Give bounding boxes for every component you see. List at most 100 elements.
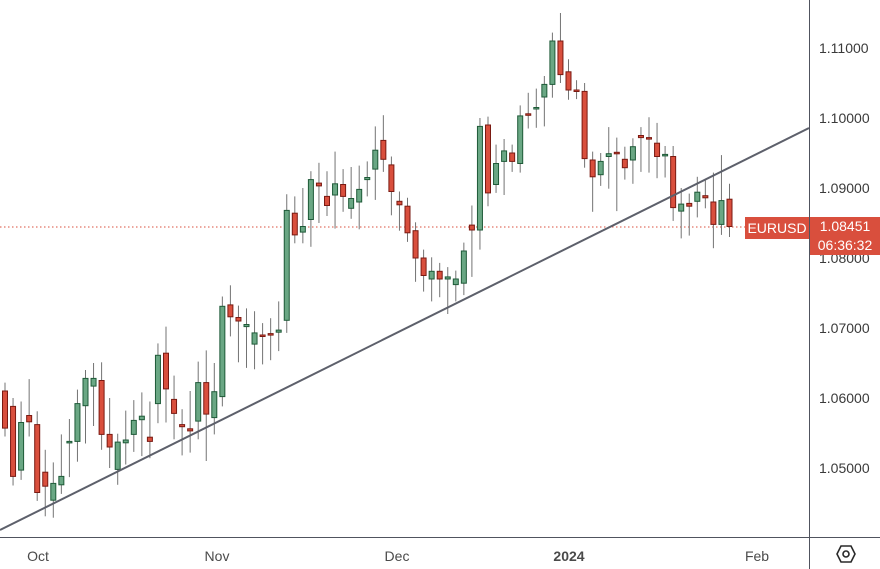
candle xyxy=(66,419,73,478)
candle xyxy=(476,118,483,250)
candle xyxy=(501,139,508,195)
candle xyxy=(380,115,387,172)
candle xyxy=(2,382,8,437)
candle xyxy=(348,167,355,219)
candle xyxy=(315,162,322,223)
candle xyxy=(82,370,89,444)
candle xyxy=(267,318,274,361)
candle xyxy=(203,350,210,461)
time-tick: Oct xyxy=(27,548,49,564)
candle xyxy=(307,171,314,247)
candle xyxy=(187,391,194,453)
chart-settings-button[interactable] xyxy=(809,537,880,569)
price-tick: 1.07000 xyxy=(819,320,870,336)
candle xyxy=(565,59,572,100)
price-tick: 1.10000 xyxy=(819,110,870,126)
candle xyxy=(10,398,17,486)
time-tick: Feb xyxy=(744,548,770,564)
last-price-value: 1.08451 xyxy=(819,218,871,234)
price-tick: 1.11000 xyxy=(819,40,869,56)
time-tick: 2024 xyxy=(553,548,585,564)
candle xyxy=(171,375,178,440)
candle xyxy=(332,151,339,229)
time-tick: Dec xyxy=(384,548,410,564)
candle xyxy=(557,13,564,83)
candle xyxy=(114,433,121,485)
candle xyxy=(718,155,725,235)
candle xyxy=(493,144,500,193)
candle xyxy=(702,179,709,209)
candlestick-plot[interactable] xyxy=(0,0,809,537)
candle xyxy=(364,161,371,197)
candle xyxy=(283,194,290,333)
candle xyxy=(420,249,427,292)
candle xyxy=(227,285,234,337)
candle xyxy=(533,88,540,128)
candle xyxy=(324,171,330,216)
settings-hexagon-icon xyxy=(835,544,856,563)
candle xyxy=(597,153,604,186)
candle xyxy=(444,267,451,314)
candle xyxy=(621,146,628,180)
price-tick: 1.06000 xyxy=(819,390,870,406)
candle xyxy=(259,323,266,365)
candle xyxy=(549,32,556,98)
candle xyxy=(468,205,475,277)
candle xyxy=(396,191,403,231)
candle xyxy=(589,151,596,212)
candle xyxy=(670,146,677,221)
candle xyxy=(235,305,242,363)
candle xyxy=(154,343,161,424)
candle xyxy=(388,156,395,216)
price-tick: 1.05000 xyxy=(819,460,870,476)
price-axis[interactable]: 1.11000 1.10000 1.09000 1.08000 1.07000 1.060… xyxy=(809,0,880,537)
price-tick: 1.09000 xyxy=(819,180,870,196)
candle xyxy=(573,80,580,100)
candle xyxy=(219,296,226,407)
candle xyxy=(509,144,516,172)
candle xyxy=(146,401,153,459)
candle xyxy=(122,410,129,465)
trendline[interactable] xyxy=(0,127,809,531)
candle xyxy=(525,92,532,129)
candle xyxy=(26,379,33,437)
bar-countdown: 06:36:32 xyxy=(817,237,873,253)
candle xyxy=(98,362,105,450)
candle xyxy=(340,169,347,212)
symbol-label: EURUSD xyxy=(745,217,809,239)
candle xyxy=(452,270,459,302)
candle xyxy=(460,242,467,296)
candle xyxy=(412,222,419,282)
candle xyxy=(243,308,250,368)
candle xyxy=(404,197,411,242)
time-tick: Nov xyxy=(204,548,230,564)
candle xyxy=(436,262,443,298)
candle xyxy=(299,188,306,244)
candle xyxy=(195,361,202,440)
last-price-label: 1.08451 06:36:32 xyxy=(810,217,880,255)
time-axis[interactable]: Oct Nov Dec 2024 Feb xyxy=(0,537,809,569)
candle xyxy=(646,117,652,173)
candle xyxy=(34,411,41,501)
candle xyxy=(291,196,298,244)
candle xyxy=(710,172,717,249)
candle xyxy=(356,165,363,230)
candle xyxy=(251,311,258,370)
candle xyxy=(74,389,81,462)
candle xyxy=(605,127,612,189)
candle xyxy=(686,193,693,236)
candle xyxy=(130,400,137,452)
candle xyxy=(275,301,282,352)
candle xyxy=(485,116,491,207)
candle xyxy=(678,188,685,239)
candle xyxy=(90,363,97,426)
candle xyxy=(726,183,733,237)
candle xyxy=(42,449,49,517)
candle xyxy=(428,257,435,302)
candle xyxy=(372,126,379,200)
candle xyxy=(138,392,145,457)
candle xyxy=(662,146,669,178)
candle xyxy=(613,137,620,212)
candle xyxy=(58,434,65,494)
candle xyxy=(654,122,661,179)
